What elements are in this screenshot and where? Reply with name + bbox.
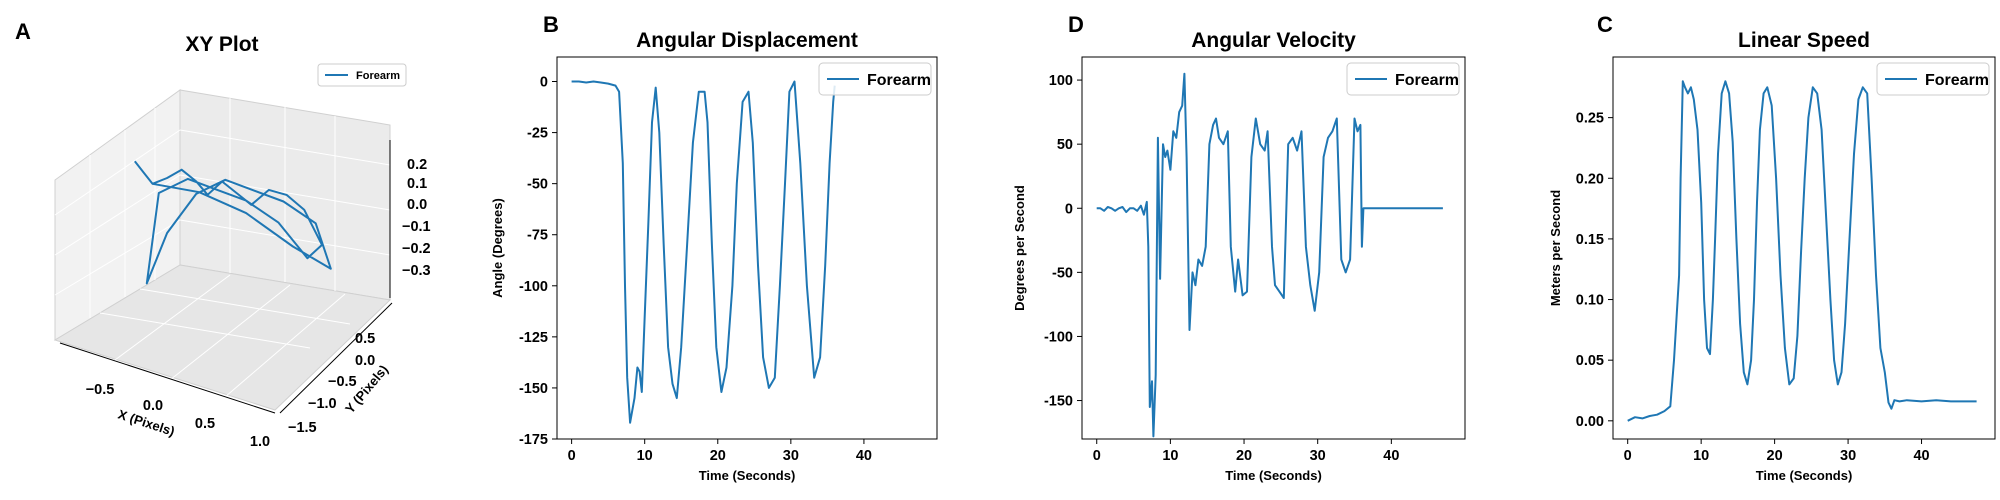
tick-label: 0.0 [143, 398, 163, 414]
y-tick-label: -150 [1044, 394, 1073, 410]
y-tick-label: -25 [527, 126, 548, 142]
panel-b: B Angular Displacement 0 10 20 30 40 0 -25 -50 -75… [490, 12, 938, 483]
y-tick-label: 0.20 [1576, 171, 1604, 187]
y-axis-line-a [279, 302, 393, 414]
legend-c: Forearm [1876, 62, 1990, 96]
series-line-forearm [1096, 72, 1443, 438]
x-tick-label: 0 [568, 448, 576, 464]
legend-box [1876, 62, 1990, 96]
tick-label: −0.3 [402, 263, 431, 279]
y-tick-label: 0.05 [1576, 353, 1604, 369]
y-tick-label: -100 [519, 279, 548, 295]
y-tick-label: 0.00 [1576, 414, 1604, 430]
x-tick-label: 40 [1383, 448, 1399, 464]
plot-area-b [556, 56, 938, 440]
tick-label: 0.1 [407, 176, 427, 192]
tick-label: −1.5 [288, 420, 317, 436]
x-tick-label: 0 [1093, 448, 1101, 464]
legend-label: Forearm [867, 72, 931, 89]
x-axis-label-c: Time (Seconds) [1756, 468, 1853, 483]
y-tick-label: 0 [1065, 201, 1073, 217]
x-tick-label: 10 [637, 448, 653, 464]
y-tick-label: -50 [1052, 265, 1073, 281]
chart-title-b: Angular Displacement [636, 29, 858, 52]
z-tick-labels-a: 0.2 0.1 0.0 −0.1 −0.2 −0.3 [402, 157, 431, 279]
y-tick-label: 0 [540, 75, 548, 91]
panel-a-xy-plot: A XY Plot [15, 19, 431, 450]
tick-label: −0.5 [86, 382, 115, 398]
x-tick-label: 30 [1840, 448, 1856, 464]
x-tick-label: 20 [710, 448, 726, 464]
y-tick-label: -125 [519, 330, 548, 346]
y-tick-label: 100 [1049, 73, 1073, 89]
panel-letter-d: D [1068, 12, 1084, 37]
legend-box [818, 62, 932, 96]
y-tick-labels-a: 0.5 0.0 −0.5 −1.0 −1.5 [288, 331, 375, 436]
tick-label: −1.0 [308, 396, 337, 412]
legend-label-a: Forearm [356, 70, 400, 82]
series-line-forearm-3d [134, 160, 332, 285]
legend-label: Forearm [1925, 72, 1989, 89]
legend-b: Forearm [818, 62, 932, 96]
panel-letter-c: C [1597, 12, 1613, 37]
legend-box [1346, 62, 1460, 96]
x-tick-label: 40 [856, 448, 872, 464]
x-tick-labels-a: −0.5 0.0 0.5 1.0 [86, 382, 270, 450]
chart-title-a: XY Plot [185, 33, 258, 56]
y-tick-label: -100 [1044, 329, 1073, 345]
plot-area-c [1612, 56, 1996, 440]
legend-box-a [317, 63, 407, 87]
y-tick-label: 50 [1057, 137, 1073, 153]
pane-floor [53, 264, 392, 411]
x-tick-label: 20 [1236, 448, 1252, 464]
y-tick-label: -150 [519, 381, 548, 397]
legend-d: Forearm [1346, 62, 1460, 96]
tick-label: 1.0 [250, 434, 270, 450]
x-tick-label: 20 [1767, 448, 1783, 464]
tick-label: −0.5 [328, 374, 357, 390]
legend-label: Forearm [1395, 72, 1459, 89]
y-tick-label: -50 [527, 177, 548, 193]
panel-c: C Linear Speed 0 10 20 30 40 0.00 0.05 0.10 0.15 0.… [1548, 12, 1996, 483]
panel-letter-b: B [543, 12, 559, 37]
tick-label: 0.0 [355, 353, 375, 369]
y-axis-label-c: Meters per Second [1548, 190, 1563, 306]
y-axis-label-d: Degrees per Second [1012, 185, 1027, 311]
y-axis-label-b: Angle (Degrees) [490, 198, 505, 298]
legend-a: Forearm [317, 63, 407, 87]
y-tick-label: -175 [519, 432, 548, 448]
chart-title-c: Linear Speed [1738, 29, 1870, 52]
y-tick-label: 0.25 [1576, 111, 1604, 127]
x-axis-label-d: Time (Seconds) [1225, 468, 1322, 483]
y-tick-label: 0.15 [1576, 232, 1604, 248]
x-tick-label: 0 [1624, 448, 1632, 464]
chart-title-d: Angular Velocity [1191, 29, 1356, 52]
grid-3d [54, 98, 391, 398]
x-tick-label: 30 [783, 448, 799, 464]
x-tick-label: 10 [1162, 448, 1178, 464]
x-axis-line-a [59, 342, 276, 414]
x-tick-label: 10 [1693, 448, 1709, 464]
tick-label: 0.5 [195, 416, 215, 432]
y-tick-label: -75 [527, 228, 548, 244]
x-tick-label: 40 [1913, 448, 1929, 464]
y-tick-label: 0.10 [1576, 293, 1604, 309]
tick-label: 0.5 [355, 331, 375, 347]
tick-label: 0.0 [407, 197, 427, 213]
panel-d: D Angular Velocity 0 10 20 30 40 100 50 0 -50 -100 -… [1012, 12, 1466, 483]
tick-label: −0.1 [402, 219, 431, 235]
panel-letter-a: A [15, 19, 31, 44]
x-tick-label: 30 [1310, 448, 1326, 464]
plot-area-d [1081, 56, 1466, 440]
tick-label: −0.2 [402, 241, 431, 257]
x-axis-label-b: Time (Seconds) [699, 468, 796, 483]
series-line-forearm [571, 80, 836, 424]
tick-label: 0.2 [407, 157, 427, 173]
series-line-forearm [1627, 80, 1977, 422]
